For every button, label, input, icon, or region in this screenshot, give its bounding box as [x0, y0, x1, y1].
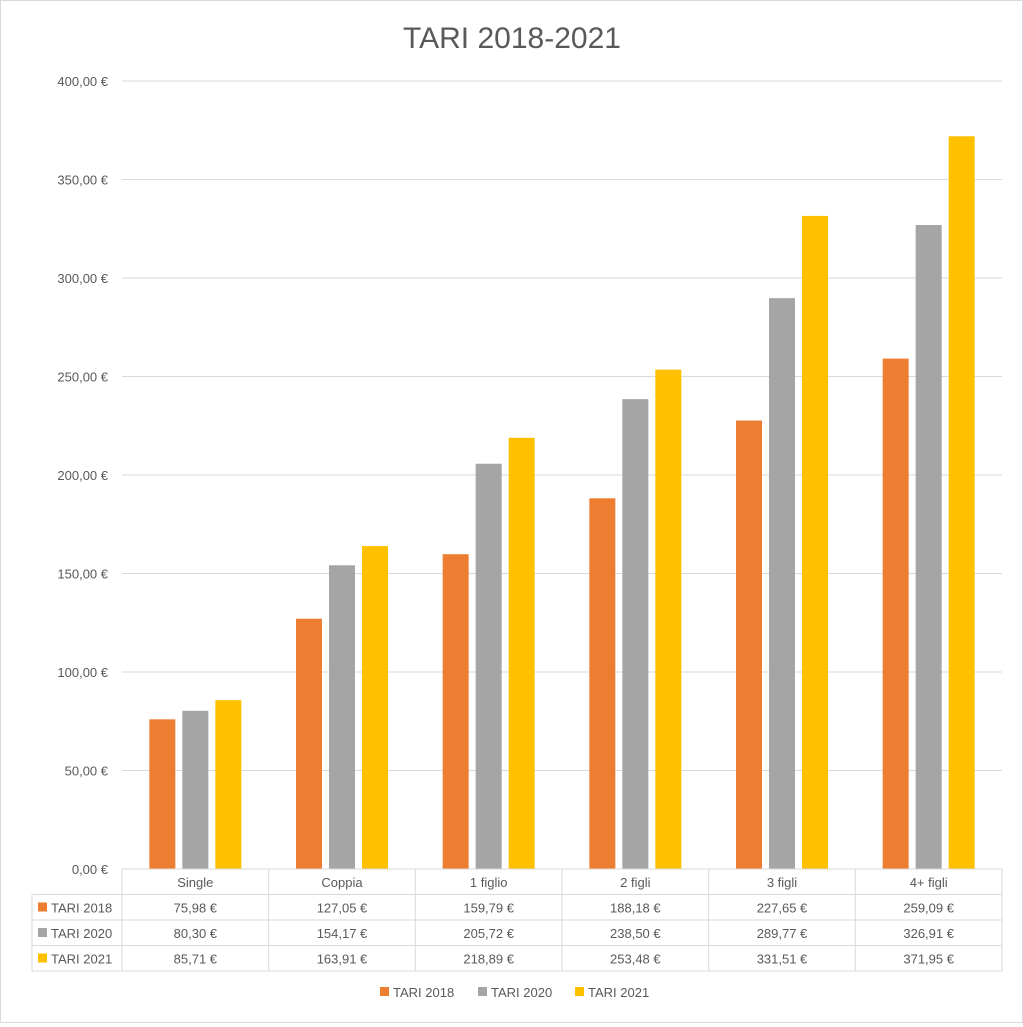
legend-key: [575, 987, 584, 996]
table-series-name: TARI 2020: [51, 926, 112, 941]
bar-tari-2021: [508, 437, 535, 869]
table-series-name: TARI 2018: [51, 901, 112, 916]
data-table: Single Coppia 1 figlio 2 figli 3 figli 4+ fig…: [31, 868, 1003, 972]
table-cell-value: 331,51 €: [757, 952, 808, 967]
legend-key: [380, 987, 389, 996]
table-cell-value: 326,91 €: [903, 926, 954, 941]
bar-tari-2018: [442, 554, 469, 869]
category-label: Coppia: [321, 875, 363, 890]
y-tick-label: 100,00 €: [57, 665, 108, 680]
table-cell-value: 371,95 €: [903, 952, 954, 967]
y-tick-label: 250,00 €: [57, 370, 108, 385]
legend-label: TARI 2018: [393, 985, 454, 1000]
table-cell-value: 259,09 €: [903, 901, 954, 916]
table-cell-value: 227,65 €: [757, 901, 808, 916]
table-cell-value: 289,77 €: [757, 926, 808, 941]
table-legend-key: [38, 953, 47, 963]
bar-tari-2021: [802, 215, 828, 869]
table-cell-value: 154,17 €: [317, 926, 368, 941]
y-tick-label: 400,00 €: [57, 74, 108, 89]
table-cell-value: 238,50 €: [610, 926, 661, 941]
table-cell-value: 253,48 €: [610, 952, 661, 967]
table-legend-key: [38, 928, 47, 937]
table-cell-value: 205,72 €: [463, 926, 514, 941]
bar-tari-2020: [769, 298, 795, 870]
table-cell-value: 127,05 €: [317, 901, 368, 916]
bar-tari-2018: [149, 719, 176, 869]
bar-tari-2021: [948, 136, 975, 870]
y-axis: 0,00 € 50,00 € 100,00 € 150,00 € 200,00 € 250…: [57, 74, 108, 877]
table-legend-key: [38, 902, 47, 912]
table-cell-value: 218,89 €: [463, 952, 514, 967]
bar-tari-2020: [622, 399, 649, 869]
legend-label: TARI 2021: [588, 985, 649, 1000]
gridlines: [122, 80, 1002, 870]
y-tick-label: 50,00 €: [65, 764, 109, 779]
table-series-name: TARI 2021: [51, 952, 112, 967]
y-tick-label: 0,00 €: [72, 862, 109, 877]
bar-tari-2021: [215, 700, 242, 869]
category-label: 1 figlio: [470, 875, 508, 890]
legend: TARI 2018 TARI 2020 TARI 2021: [380, 985, 649, 1000]
bar-tari-2020: [329, 565, 355, 869]
bar-tari-2018: [882, 358, 909, 869]
bar-tari-2021: [362, 546, 388, 869]
y-tick-label: 150,00 €: [57, 567, 108, 582]
category-label: Single: [177, 875, 213, 890]
table-cell-value: 85,71 €: [174, 952, 218, 967]
chart-title: TARI 2018-2021: [403, 22, 621, 55]
y-tick-label: 200,00 €: [57, 468, 108, 483]
table-cell-value: 163,91 €: [317, 952, 368, 967]
y-tick-label: 350,00 €: [57, 173, 108, 188]
table-cell-value: 80,30 €: [174, 926, 218, 941]
bar-tari-2018: [736, 420, 762, 869]
bars: [149, 136, 975, 870]
bar-tari-2020: [475, 463, 502, 869]
category-label: 4+ figli: [910, 875, 948, 890]
bar-tari-2020: [182, 710, 209, 869]
table-cell-value: 159,79 €: [463, 901, 514, 916]
table-cell-value: 75,98 €: [174, 901, 218, 916]
bar-tari-2021: [655, 369, 682, 869]
bar-tari-2018: [589, 498, 616, 869]
category-label: 3 figli: [767, 875, 797, 890]
y-tick-label: 300,00 €: [57, 271, 108, 286]
legend-label: TARI 2020: [491, 985, 552, 1000]
bar-tari-2018: [296, 618, 322, 869]
bar-tari-2020: [915, 224, 942, 869]
table-cell-value: 188,18 €: [610, 901, 661, 916]
legend-key: [478, 987, 487, 996]
category-label: 2 figli: [620, 875, 650, 890]
